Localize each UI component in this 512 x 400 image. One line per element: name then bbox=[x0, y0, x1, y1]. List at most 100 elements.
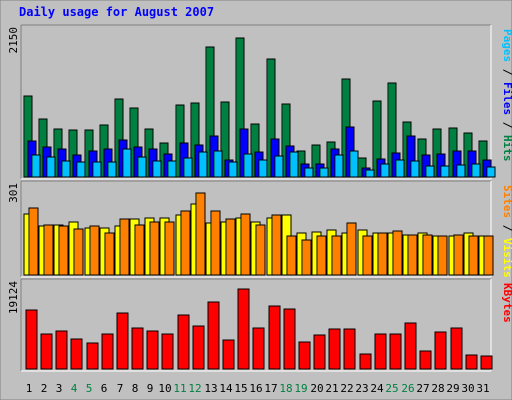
bar-sites-day-18-outline bbox=[286, 235, 297, 276]
bar-hits-day-11 bbox=[176, 105, 184, 177]
bar-sites-day-2 bbox=[44, 225, 53, 275]
bar-sites-day-7 bbox=[120, 219, 129, 275]
x-tick-label-day-15: 15 bbox=[234, 382, 247, 395]
bar-pages-day-4-outline bbox=[76, 161, 86, 178]
bar-pages-day-13 bbox=[214, 151, 222, 177]
bar-sites-day-4 bbox=[74, 229, 83, 275]
chart-panels: 2150 Pages / Files / Hits 301 Sites / Visit… bbox=[7, 24, 512, 372]
bar-kbytes-day-14-outline bbox=[222, 339, 235, 370]
bar-pages-day-30 bbox=[472, 164, 480, 177]
bar-pages-day-14 bbox=[229, 162, 237, 177]
bar-kbytes-day-7 bbox=[117, 313, 128, 369]
legend-item-pages: Pages bbox=[501, 29, 512, 62]
legend-text-middle: Sites / Visits bbox=[501, 185, 512, 278]
bar-hits-day-14 bbox=[221, 102, 229, 177]
bar-kbytes-day-12 bbox=[193, 326, 204, 369]
bar-pages-day-10 bbox=[168, 161, 176, 177]
bar-hits-day-15 bbox=[236, 38, 244, 177]
bar-sites-day-16 bbox=[256, 225, 265, 275]
bar-sites-day-3 bbox=[59, 226, 68, 275]
bar-kbytes-day-21 bbox=[329, 329, 340, 369]
bar-pages-day-3-outline bbox=[61, 160, 71, 178]
bar-kbytes-day-17-outline bbox=[268, 305, 281, 370]
bar-sites-day-1 bbox=[29, 208, 38, 275]
ymax-label-top: 2150 bbox=[7, 27, 20, 54]
bar-files-day-26 bbox=[407, 136, 415, 177]
bar-hits-day-4 bbox=[69, 130, 77, 177]
bar-sites-day-11 bbox=[181, 211, 190, 275]
bar-kbytes-day-11 bbox=[178, 315, 189, 369]
bar-sites-day-10-outline bbox=[164, 221, 175, 276]
bar-sites-day-26 bbox=[408, 235, 417, 275]
bar-sites-day-15 bbox=[241, 214, 250, 275]
bar-sites-day-17 bbox=[272, 215, 281, 275]
x-tick-label-day-30: 30 bbox=[461, 382, 474, 395]
bar-kbytes-day-10-outline bbox=[161, 333, 174, 370]
bar-hits-day-25 bbox=[388, 83, 396, 177]
ymax-label-bottom: 19124 bbox=[7, 281, 20, 314]
x-tick-label-day-17: 17 bbox=[264, 382, 277, 395]
bar-kbytes-day-8-outline bbox=[131, 327, 144, 370]
bar-kbytes-day-29 bbox=[451, 328, 462, 369]
bar-kbytes-day-15 bbox=[238, 289, 249, 369]
x-tick-label-day-25: 25 bbox=[385, 382, 398, 395]
legend-bottom: KBytes bbox=[501, 283, 512, 323]
x-tick-label-day-1: 1 bbox=[26, 382, 33, 395]
bar-kbytes-day-6-outline bbox=[101, 333, 114, 370]
bar-pages-day-23 bbox=[366, 170, 374, 177]
bar-pages-day-7-outline bbox=[122, 148, 132, 178]
bar-pages-day-1 bbox=[32, 155, 40, 177]
x-tick-label-day-12: 12 bbox=[188, 382, 201, 395]
bar-sites-day-4-outline bbox=[73, 228, 84, 276]
bar-kbytes-day-3 bbox=[56, 331, 67, 369]
panel-top: 2150 Pages / Files / Hits bbox=[7, 24, 512, 180]
bar-sites-day-6-outline bbox=[104, 232, 115, 276]
bar-sites-day-12 bbox=[196, 193, 205, 275]
bar-pages-day-15-outline bbox=[243, 153, 253, 178]
bar-pages-day-25-outline bbox=[395, 159, 405, 178]
bar-sites-day-13 bbox=[211, 211, 220, 275]
bar-kbytes-day-27-outline bbox=[419, 350, 432, 370]
bar-files-day-15 bbox=[240, 129, 248, 177]
bar-kbytes-day-5 bbox=[87, 343, 98, 369]
bar-pages-day-31 bbox=[487, 167, 495, 177]
bar-pages-day-15 bbox=[244, 154, 252, 177]
bar-pages-day-8-outline bbox=[137, 156, 147, 178]
x-tick-label-day-19: 19 bbox=[294, 382, 307, 395]
bar-kbytes-day-16-outline bbox=[252, 327, 265, 370]
bar-kbytes-day-31 bbox=[481, 356, 492, 369]
bar-sites-day-6 bbox=[105, 233, 114, 275]
bar-kbytes-day-1 bbox=[26, 310, 37, 369]
bar-sites-day-28 bbox=[438, 236, 447, 275]
bar-sites-day-29 bbox=[454, 235, 463, 275]
bar-sites-day-12-outline bbox=[195, 192, 206, 276]
bar-kbytes-day-30-outline bbox=[465, 354, 478, 370]
bar-hits-day-12 bbox=[191, 103, 199, 177]
bar-sites-day-14-outline bbox=[225, 218, 236, 276]
bar-kbytes-day-22-outline bbox=[343, 328, 356, 370]
bar-sites-day-22-outline bbox=[346, 222, 357, 276]
bar-sites-day-28-outline bbox=[437, 235, 448, 276]
bar-kbytes-day-1-outline bbox=[25, 309, 38, 370]
bar-pages-day-4 bbox=[77, 162, 85, 177]
legend-item-hits: Hits bbox=[501, 135, 512, 162]
bar-pages-day-17 bbox=[275, 156, 283, 177]
bar-kbytes-day-23 bbox=[360, 354, 371, 369]
bar-pages-day-14-outline bbox=[228, 161, 238, 178]
x-tick-label-day-14: 14 bbox=[219, 382, 233, 395]
bar-pages-day-19-outline bbox=[304, 167, 314, 178]
bar-pages-day-21-outline bbox=[334, 154, 344, 178]
bar-pages-day-31-outline bbox=[486, 166, 496, 178]
bar-pages-day-28 bbox=[441, 166, 449, 177]
bar-sites-day-30 bbox=[469, 236, 478, 275]
legend-item-visits: Visits bbox=[501, 238, 512, 278]
bar-kbytes-day-11-outline bbox=[177, 314, 190, 370]
bar-kbytes-day-3-outline bbox=[55, 330, 68, 370]
bar-sites-day-21 bbox=[332, 236, 341, 275]
bar-kbytes-day-10 bbox=[162, 334, 173, 369]
legend-text-bottom: KBytes bbox=[501, 283, 512, 323]
panel-bottom: 19124 KBytes bbox=[7, 278, 512, 372]
bar-sites-day-25-outline bbox=[392, 230, 403, 276]
bar-pages-day-24 bbox=[381, 164, 389, 177]
bar-sites-day-13-outline bbox=[210, 210, 221, 276]
